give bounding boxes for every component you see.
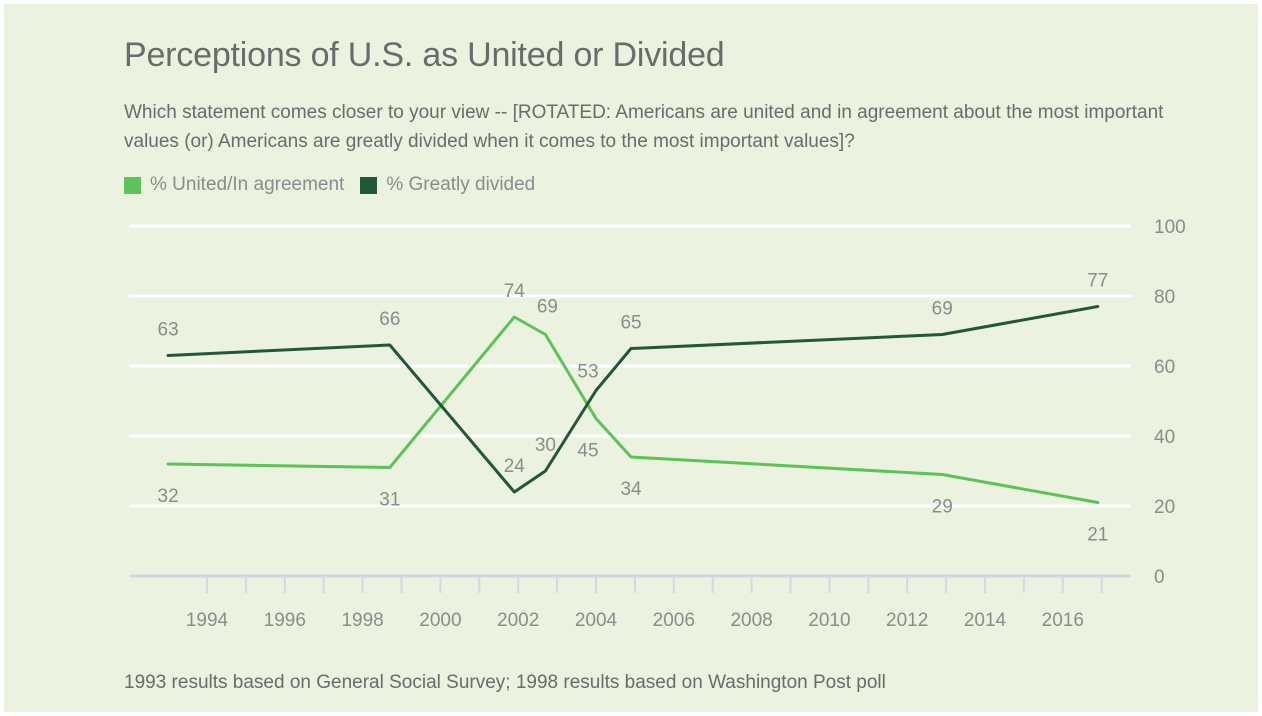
legend-item-divided: % Greatly divided — [360, 174, 535, 196]
data-label-united-3: 69 — [537, 297, 558, 318]
legend-swatch-divided — [360, 176, 378, 194]
data-label-divided-6: 69 — [932, 299, 953, 320]
data-label-united-2: 74 — [504, 281, 526, 302]
x-tick-label-2006: 2006 — [653, 610, 695, 631]
data-label-divided-3: 30 — [535, 435, 556, 456]
legend-label-divided: % Greatly divided — [386, 174, 536, 195]
x-tick-label-2016: 2016 — [1042, 610, 1084, 631]
chart-title: Perceptions of U.S. as United or Divided — [124, 36, 725, 74]
data-label-united-0: 32 — [158, 486, 179, 507]
data-label-divided-2: 24 — [504, 456, 526, 477]
data-label-united-5: 34 — [620, 479, 642, 500]
y-tick-label-60: 60 — [1154, 357, 1175, 378]
data-label-divided-1: 66 — [379, 309, 400, 330]
legend-item-united: % United/In agreement — [124, 174, 344, 196]
x-tick-label-1994: 1994 — [186, 610, 229, 631]
x-tick-label-1996: 1996 — [264, 610, 306, 631]
x-tick-label-2000: 2000 — [419, 610, 461, 631]
legend-swatch-united — [124, 176, 141, 194]
x-tick-label-2008: 2008 — [730, 610, 772, 631]
data-label-united-4: 45 — [577, 441, 598, 462]
x-tick-label-2010: 2010 — [808, 610, 850, 631]
x-tick-label-2002: 2002 — [497, 610, 539, 631]
chart-legend: % United/In agreement % Greatly divided — [124, 174, 551, 196]
data-label-divided-0: 63 — [158, 320, 179, 341]
data-label-divided-7: 77 — [1087, 271, 1108, 292]
data-label-divided-5: 65 — [620, 313, 641, 334]
chart-frame — [4, 4, 1258, 712]
x-tick-label-1998: 1998 — [341, 610, 383, 631]
data-label-divided-4: 53 — [577, 362, 598, 383]
series-line-divided — [166, 305, 1100, 494]
chart-subtitle: Which statement comes closer to your vie… — [124, 102, 1164, 152]
x-tick-label-2014: 2014 — [964, 610, 1007, 631]
x-tick-label-2004: 2004 — [575, 610, 618, 631]
series-line-united — [166, 315, 1100, 504]
x-tick-label-2012: 2012 — [886, 610, 928, 631]
chart-footnote: 1993 results based on General Social Sur… — [124, 672, 886, 693]
data-label-united-1: 31 — [379, 490, 400, 511]
y-tick-label-20: 20 — [1154, 497, 1175, 518]
y-tick-label-80: 80 — [1154, 287, 1175, 308]
y-tick-label-40: 40 — [1154, 427, 1175, 448]
legend-label-united: % United/In agreement — [150, 174, 345, 195]
data-label-united-7: 21 — [1087, 525, 1108, 546]
y-tick-label-0: 0 — [1154, 567, 1165, 588]
y-tick-label-100: 100 — [1154, 217, 1186, 238]
data-label-united-6: 29 — [932, 497, 953, 518]
